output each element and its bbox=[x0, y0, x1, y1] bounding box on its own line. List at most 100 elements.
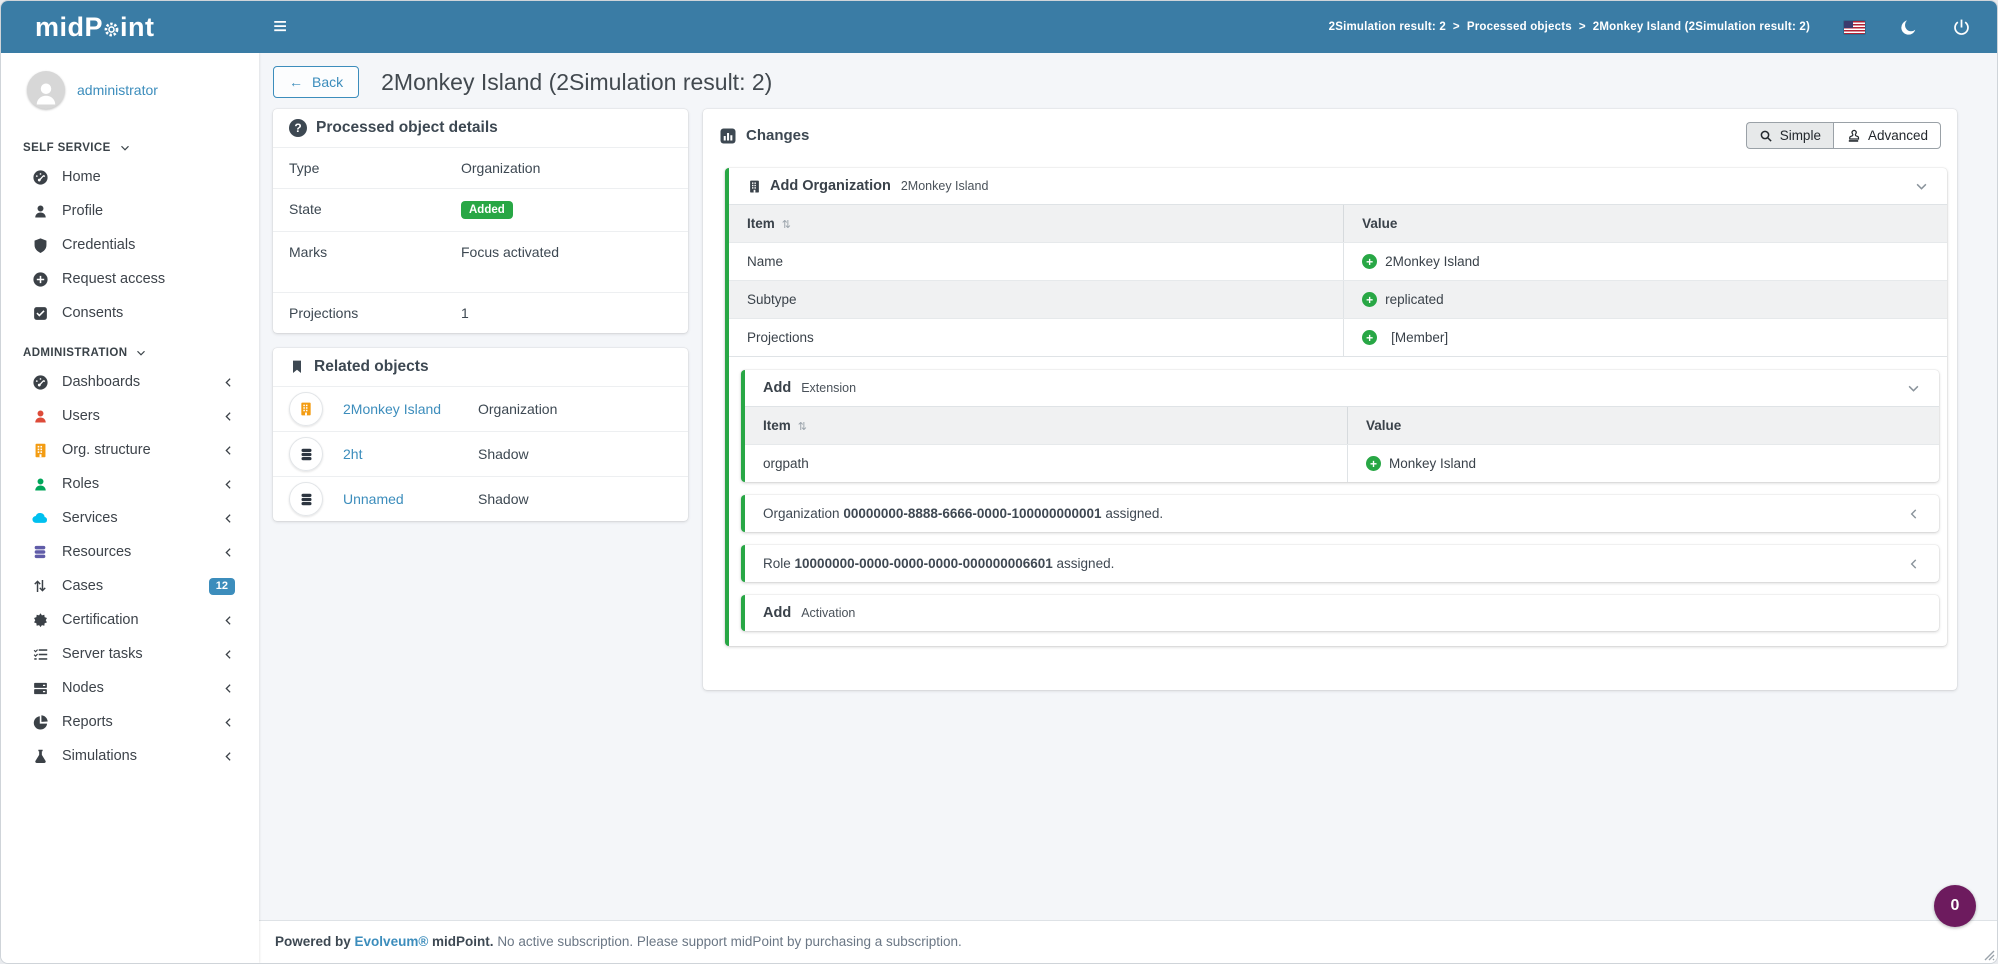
chevron-down-icon[interactable] bbox=[1906, 381, 1921, 396]
delta-row-projections: Projections + [Member] bbox=[729, 318, 1947, 356]
chevron-left-icon bbox=[222, 648, 235, 661]
left-column: ? Processed object details Type Organiza… bbox=[273, 109, 688, 521]
sidebar-item-simulations[interactable]: Simulations bbox=[1, 739, 259, 773]
chevron-left-icon bbox=[222, 410, 235, 423]
chevron-left-icon bbox=[222, 512, 235, 525]
sidebar-item-org-structure[interactable]: Org. structure bbox=[1, 433, 259, 467]
advanced-button-label: Advanced bbox=[1867, 128, 1928, 143]
sidebar-item-credentials[interactable]: Credentials bbox=[1, 228, 259, 262]
chevron-left-icon bbox=[222, 546, 235, 559]
chevron-left-icon bbox=[222, 614, 235, 627]
related-object-link[interactable]: 2ht bbox=[343, 446, 363, 462]
detail-row-state: State Added bbox=[273, 188, 688, 231]
logo-text-post: int bbox=[120, 11, 155, 42]
add-extension-header[interactable]: Add Extension bbox=[745, 370, 1939, 406]
dark-mode-moon-icon[interactable] bbox=[1899, 18, 1918, 37]
sidebar-item-server-tasks[interactable]: Server tasks bbox=[1, 637, 259, 671]
sidebar-item-label: Profile bbox=[62, 203, 104, 219]
sidebar-item-home[interactable]: Home bbox=[1, 160, 259, 194]
shadow-object-icon bbox=[289, 437, 323, 471]
evolveum-link[interactable]: Evolveum® bbox=[354, 934, 429, 949]
subscription-note: No active subscription. Please support m… bbox=[497, 934, 962, 949]
sidebar: administrator SELF SERVICE Home Profile … bbox=[1, 53, 259, 963]
details-card-header: ? Processed object details bbox=[273, 109, 688, 148]
notification-fab[interactable]: 0 bbox=[1934, 885, 1976, 927]
breadcrumb-separator: > bbox=[1578, 21, 1586, 33]
tachometer-icon bbox=[29, 169, 51, 186]
assignment-row[interactable]: Organization 00000000-8888-6666-0000-100… bbox=[745, 495, 1939, 532]
related-objects-card: Related objects 2Monkey Island Organizat… bbox=[273, 348, 688, 521]
changes-title: Changes bbox=[746, 127, 810, 144]
breadcrumb-item[interactable]: 2Simulation result: 2 bbox=[1328, 21, 1446, 33]
back-button[interactable]: ← Back bbox=[273, 66, 360, 98]
sidebar-item-label: Simulations bbox=[62, 748, 137, 764]
section-administration[interactable]: ADMINISTRATION bbox=[1, 330, 259, 365]
add-activation-header[interactable]: Add Activation bbox=[745, 595, 1939, 631]
sort-icon[interactable]: ⇅ bbox=[781, 219, 791, 231]
changes-body: Add Organization 2Monkey Island Item ⇅ Va… bbox=[703, 162, 1957, 690]
sidebar-item-reports[interactable]: Reports bbox=[1, 705, 259, 739]
assignment-row[interactable]: Role 10000000-0000-0000-0000-00000000660… bbox=[745, 545, 1939, 582]
sidebar-item-roles[interactable]: Roles bbox=[1, 467, 259, 501]
sidebar-item-dashboards[interactable]: Dashboards bbox=[1, 365, 259, 399]
sidebar-item-consents[interactable]: Consents bbox=[1, 296, 259, 330]
bar-chart-icon bbox=[719, 127, 737, 145]
delta-item-cell: Subtype bbox=[729, 281, 1345, 318]
sidebar-item-request-access[interactable]: Request access bbox=[1, 262, 259, 296]
hamburger-menu-icon[interactable]: ≡ bbox=[273, 13, 288, 40]
added-value-icon: + bbox=[1362, 254, 1378, 269]
us-flag-icon[interactable] bbox=[1844, 20, 1865, 34]
related-object-type: Organization bbox=[478, 401, 558, 417]
section-self-service[interactable]: SELF SERVICE bbox=[1, 125, 259, 160]
sidebar-item-users[interactable]: Users bbox=[1, 399, 259, 433]
add-organization-header[interactable]: Add Organization 2Monkey Island bbox=[729, 168, 1947, 204]
detail-value: 1 bbox=[461, 305, 469, 321]
column-header-value: Value bbox=[1365, 418, 1402, 433]
sidebar-item-label: Resources bbox=[62, 544, 132, 560]
related-card-title: Related objects bbox=[314, 358, 429, 375]
related-object-link[interactable]: 2Monkey Island bbox=[343, 401, 442, 417]
sidebar-item-resources[interactable]: Resources bbox=[1, 535, 259, 569]
view-toggle-group: Simple Advanced bbox=[1745, 122, 1941, 149]
help-icon[interactable]: ? bbox=[289, 119, 307, 137]
related-object-row: 2Monkey Island Organization bbox=[273, 387, 688, 431]
sidebar-item-profile[interactable]: Profile bbox=[1, 194, 259, 228]
sidebar-item-label: Org. structure bbox=[62, 442, 151, 458]
sidebar-item-label: Server tasks bbox=[62, 646, 143, 662]
changes-header: Changes Simple Advanced bbox=[703, 109, 1957, 162]
chevron-down-icon bbox=[119, 142, 131, 154]
sidebar-item-certification[interactable]: Certification bbox=[1, 603, 259, 637]
server-icon bbox=[29, 680, 51, 697]
resize-grip[interactable] bbox=[1980, 946, 1995, 961]
sidebar-item-services[interactable]: Services bbox=[1, 501, 259, 535]
sidebar-item-label: Roles bbox=[62, 476, 100, 492]
breadcrumb-item[interactable]: Processed objects bbox=[1466, 21, 1572, 33]
chevron-down-icon[interactable] bbox=[1914, 179, 1929, 194]
detail-value: Focus activated bbox=[461, 244, 560, 260]
advanced-view-button[interactable]: Advanced bbox=[1832, 122, 1941, 149]
related-object-link[interactable]: Unnamed bbox=[343, 491, 404, 507]
section-label: ADMINISTRATION bbox=[23, 346, 128, 359]
column-header-item[interactable]: Item bbox=[747, 216, 775, 231]
detail-row-marks: Marks Focus activated bbox=[273, 231, 688, 292]
detail-label: State bbox=[289, 201, 322, 217]
chevron-left-icon[interactable] bbox=[1907, 557, 1921, 571]
building-icon bbox=[747, 179, 762, 194]
certificate-icon bbox=[29, 612, 51, 629]
user-name-link[interactable]: administrator bbox=[77, 82, 158, 98]
tachometer-icon bbox=[29, 374, 51, 391]
simple-view-button[interactable]: Simple bbox=[1745, 122, 1833, 149]
column-header-item[interactable]: Item bbox=[763, 418, 791, 433]
database-icon bbox=[29, 544, 51, 560]
delta-object-name: Extension bbox=[801, 381, 857, 395]
sort-icon[interactable]: ⇅ bbox=[797, 421, 807, 433]
sidebar-item-cases[interactable]: Cases 12 bbox=[1, 569, 259, 603]
list-check-icon bbox=[29, 646, 51, 663]
chevron-left-icon[interactable] bbox=[1907, 507, 1921, 521]
midpoint-logo[interactable]: midP int bbox=[1, 12, 259, 43]
detail-label: Marks bbox=[289, 244, 328, 260]
chevron-left-icon bbox=[222, 444, 235, 457]
delta-value-cell: [Member] bbox=[1391, 330, 1449, 345]
logout-power-icon[interactable] bbox=[1952, 18, 1971, 37]
sidebar-item-nodes[interactable]: Nodes bbox=[1, 671, 259, 705]
